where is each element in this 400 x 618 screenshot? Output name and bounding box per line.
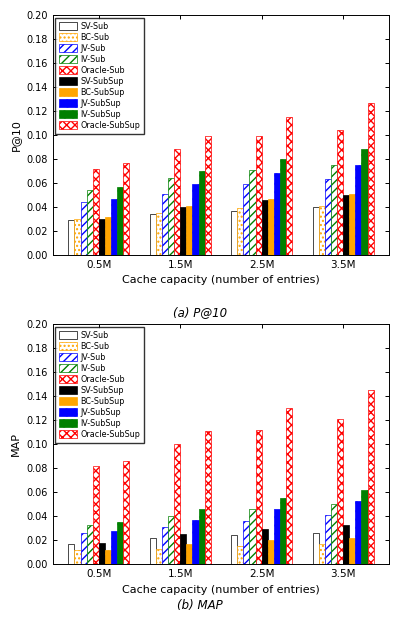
- Bar: [349, 194, 355, 255]
- Bar: [250, 170, 256, 255]
- Bar: [205, 137, 211, 255]
- Bar: [186, 544, 192, 564]
- Bar: [68, 220, 74, 255]
- Bar: [150, 538, 156, 564]
- Bar: [74, 219, 80, 255]
- Bar: [331, 165, 337, 255]
- X-axis label: Cache capacity (number of entries): Cache capacity (number of entries): [122, 276, 320, 286]
- Bar: [117, 187, 123, 255]
- Legend: SV-Sub, BC-Sub, JV-Sub, IV-Sub, Oracle-Sub, SV-SubSup, BC-SubSup, JV-SubSup, IV-: SV-Sub, BC-Sub, JV-Sub, IV-Sub, Oracle-S…: [56, 17, 144, 133]
- Bar: [186, 206, 192, 255]
- Bar: [198, 171, 205, 255]
- Bar: [286, 408, 292, 564]
- Bar: [192, 184, 198, 255]
- Bar: [99, 219, 105, 255]
- Bar: [343, 525, 349, 564]
- Bar: [123, 461, 129, 564]
- Bar: [93, 169, 99, 255]
- Bar: [250, 509, 256, 564]
- Bar: [74, 550, 80, 564]
- Bar: [349, 538, 355, 564]
- Bar: [256, 137, 262, 255]
- Bar: [331, 504, 337, 564]
- Bar: [156, 549, 162, 564]
- Bar: [274, 509, 280, 564]
- Bar: [150, 214, 156, 255]
- Bar: [325, 179, 331, 255]
- Bar: [168, 178, 174, 255]
- Bar: [105, 217, 111, 255]
- Bar: [198, 509, 205, 564]
- Bar: [180, 534, 186, 564]
- Bar: [368, 103, 374, 255]
- Bar: [368, 390, 374, 564]
- Bar: [362, 489, 368, 564]
- Bar: [355, 501, 362, 564]
- Bar: [312, 207, 319, 255]
- Bar: [268, 540, 274, 564]
- Bar: [325, 515, 331, 564]
- Bar: [174, 444, 180, 564]
- Bar: [237, 546, 243, 564]
- Bar: [68, 544, 74, 564]
- Bar: [180, 207, 186, 255]
- Bar: [237, 208, 243, 255]
- Text: (b) MAP: (b) MAP: [177, 599, 223, 612]
- Bar: [343, 195, 349, 255]
- Bar: [111, 198, 117, 255]
- Y-axis label: P@10: P@10: [11, 119, 21, 151]
- Bar: [312, 533, 319, 564]
- Bar: [243, 521, 250, 564]
- Bar: [87, 525, 93, 564]
- Bar: [205, 431, 211, 564]
- Legend: SV-Sub, BC-Sub, JV-Sub, IV-Sub, Oracle-Sub, SV-SubSup, BC-SubSup, JV-SubSup, IV-: SV-Sub, BC-Sub, JV-Sub, IV-Sub, Oracle-S…: [56, 326, 144, 442]
- Bar: [262, 200, 268, 255]
- Bar: [319, 544, 325, 564]
- Bar: [268, 198, 274, 255]
- Y-axis label: MAP: MAP: [11, 432, 21, 456]
- Bar: [174, 150, 180, 255]
- Bar: [319, 206, 325, 255]
- Bar: [87, 190, 93, 255]
- Bar: [93, 466, 99, 564]
- Bar: [123, 163, 129, 255]
- Bar: [99, 543, 105, 564]
- Bar: [280, 498, 286, 564]
- Bar: [168, 516, 174, 564]
- Text: (a) P@10: (a) P@10: [173, 306, 227, 319]
- Bar: [162, 194, 168, 255]
- Bar: [231, 535, 237, 564]
- Bar: [80, 533, 87, 564]
- Bar: [156, 213, 162, 255]
- Bar: [256, 430, 262, 564]
- Bar: [243, 184, 250, 255]
- Bar: [111, 530, 117, 564]
- Bar: [80, 202, 87, 255]
- Bar: [192, 520, 198, 564]
- Bar: [355, 165, 362, 255]
- Bar: [262, 530, 268, 564]
- Bar: [105, 550, 111, 564]
- Bar: [117, 522, 123, 564]
- Bar: [274, 174, 280, 255]
- Bar: [280, 159, 286, 255]
- Bar: [337, 419, 343, 564]
- Bar: [286, 117, 292, 255]
- Bar: [362, 150, 368, 255]
- X-axis label: Cache capacity (number of entries): Cache capacity (number of entries): [122, 585, 320, 595]
- Bar: [337, 130, 343, 255]
- Bar: [162, 527, 168, 564]
- Bar: [231, 211, 237, 255]
